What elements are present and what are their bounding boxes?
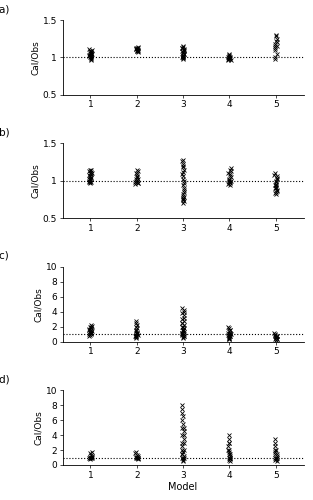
- Text: (a): (a): [0, 4, 9, 14]
- Y-axis label: Cal/Obs: Cal/Obs: [34, 410, 43, 445]
- Y-axis label: Cal/Obs: Cal/Obs: [31, 40, 40, 75]
- Text: (d): (d): [0, 374, 10, 384]
- Y-axis label: Cal/Obs: Cal/Obs: [31, 164, 40, 198]
- Y-axis label: Cal/Obs: Cal/Obs: [34, 287, 43, 322]
- Text: (c): (c): [0, 251, 9, 261]
- Text: (b): (b): [0, 128, 10, 138]
- X-axis label: Model: Model: [168, 482, 198, 492]
